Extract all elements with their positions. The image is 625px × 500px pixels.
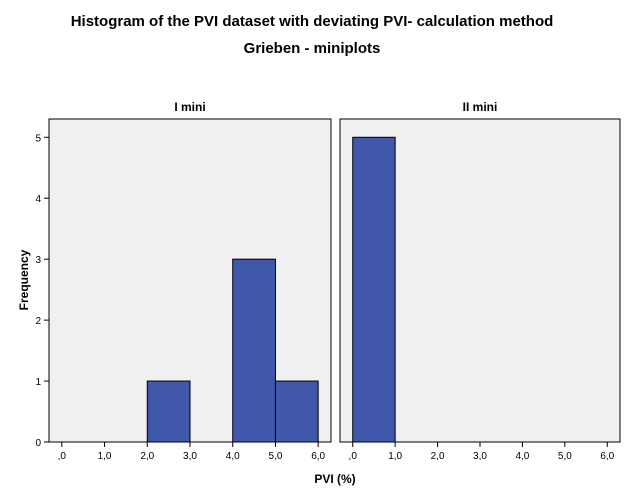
x-tick-label: 6,0	[311, 451, 325, 462]
chart-subtitle: Grieben - miniplots	[244, 40, 381, 57]
x-tick-label: 2,0	[140, 451, 154, 462]
y-tick-label: 1	[35, 377, 41, 388]
x-tick-label: 6,0	[600, 451, 614, 462]
histogram-bar	[232, 258, 276, 443]
x-tick-label: 4,0	[515, 451, 529, 462]
panels-layer: I mini ,0 1,0 2,0 3,0 4,0 5,0 6,0 0 1 2 3 4 5 II mini,…	[35, 97, 621, 462]
panel-title-band	[340, 97, 620, 119]
x-tick-label: 5,0	[269, 451, 283, 462]
x-tick-label: 1,0	[98, 451, 112, 462]
histogram-bar	[146, 380, 191, 443]
x-tick-label: 2,0	[431, 451, 445, 462]
y-tick-label: 3	[35, 255, 41, 266]
panel-1: I mini ,0 1,0 2,0 3,0 4,0 5,0 6,0 0 1 2 3 4 5	[35, 97, 332, 462]
x-tick-label: 1,0	[388, 451, 402, 462]
panel-2: II mini ,0 1,0 2,0 3,0 4,0 5,0 6,0	[339, 97, 621, 462]
x-tick-label: 3,0	[473, 451, 487, 462]
y-tick-label: 4	[35, 194, 41, 205]
x-tick-label: ,0	[349, 451, 358, 462]
x-tick-label: 3,0	[183, 451, 197, 462]
panel-title: II mini	[463, 100, 498, 114]
y-tick-label: 0	[35, 438, 41, 449]
x-tick-label: 4,0	[226, 451, 240, 462]
x-tick-label: ,0	[58, 451, 67, 462]
y-axis-label: Frequency	[17, 249, 31, 310]
histogram-bar	[274, 380, 319, 443]
histogram-bar	[352, 136, 396, 443]
y-tick-label: 2	[35, 316, 41, 327]
y-tick-label: 5	[35, 133, 41, 144]
x-axis-label: PVI (%)	[314, 472, 355, 486]
x-tick-label: 5,0	[558, 451, 572, 462]
panel-title-band	[49, 97, 331, 119]
chart-title: Histogram of the PVI dataset with deviat…	[71, 13, 554, 30]
panel-title: I mini	[174, 100, 205, 114]
